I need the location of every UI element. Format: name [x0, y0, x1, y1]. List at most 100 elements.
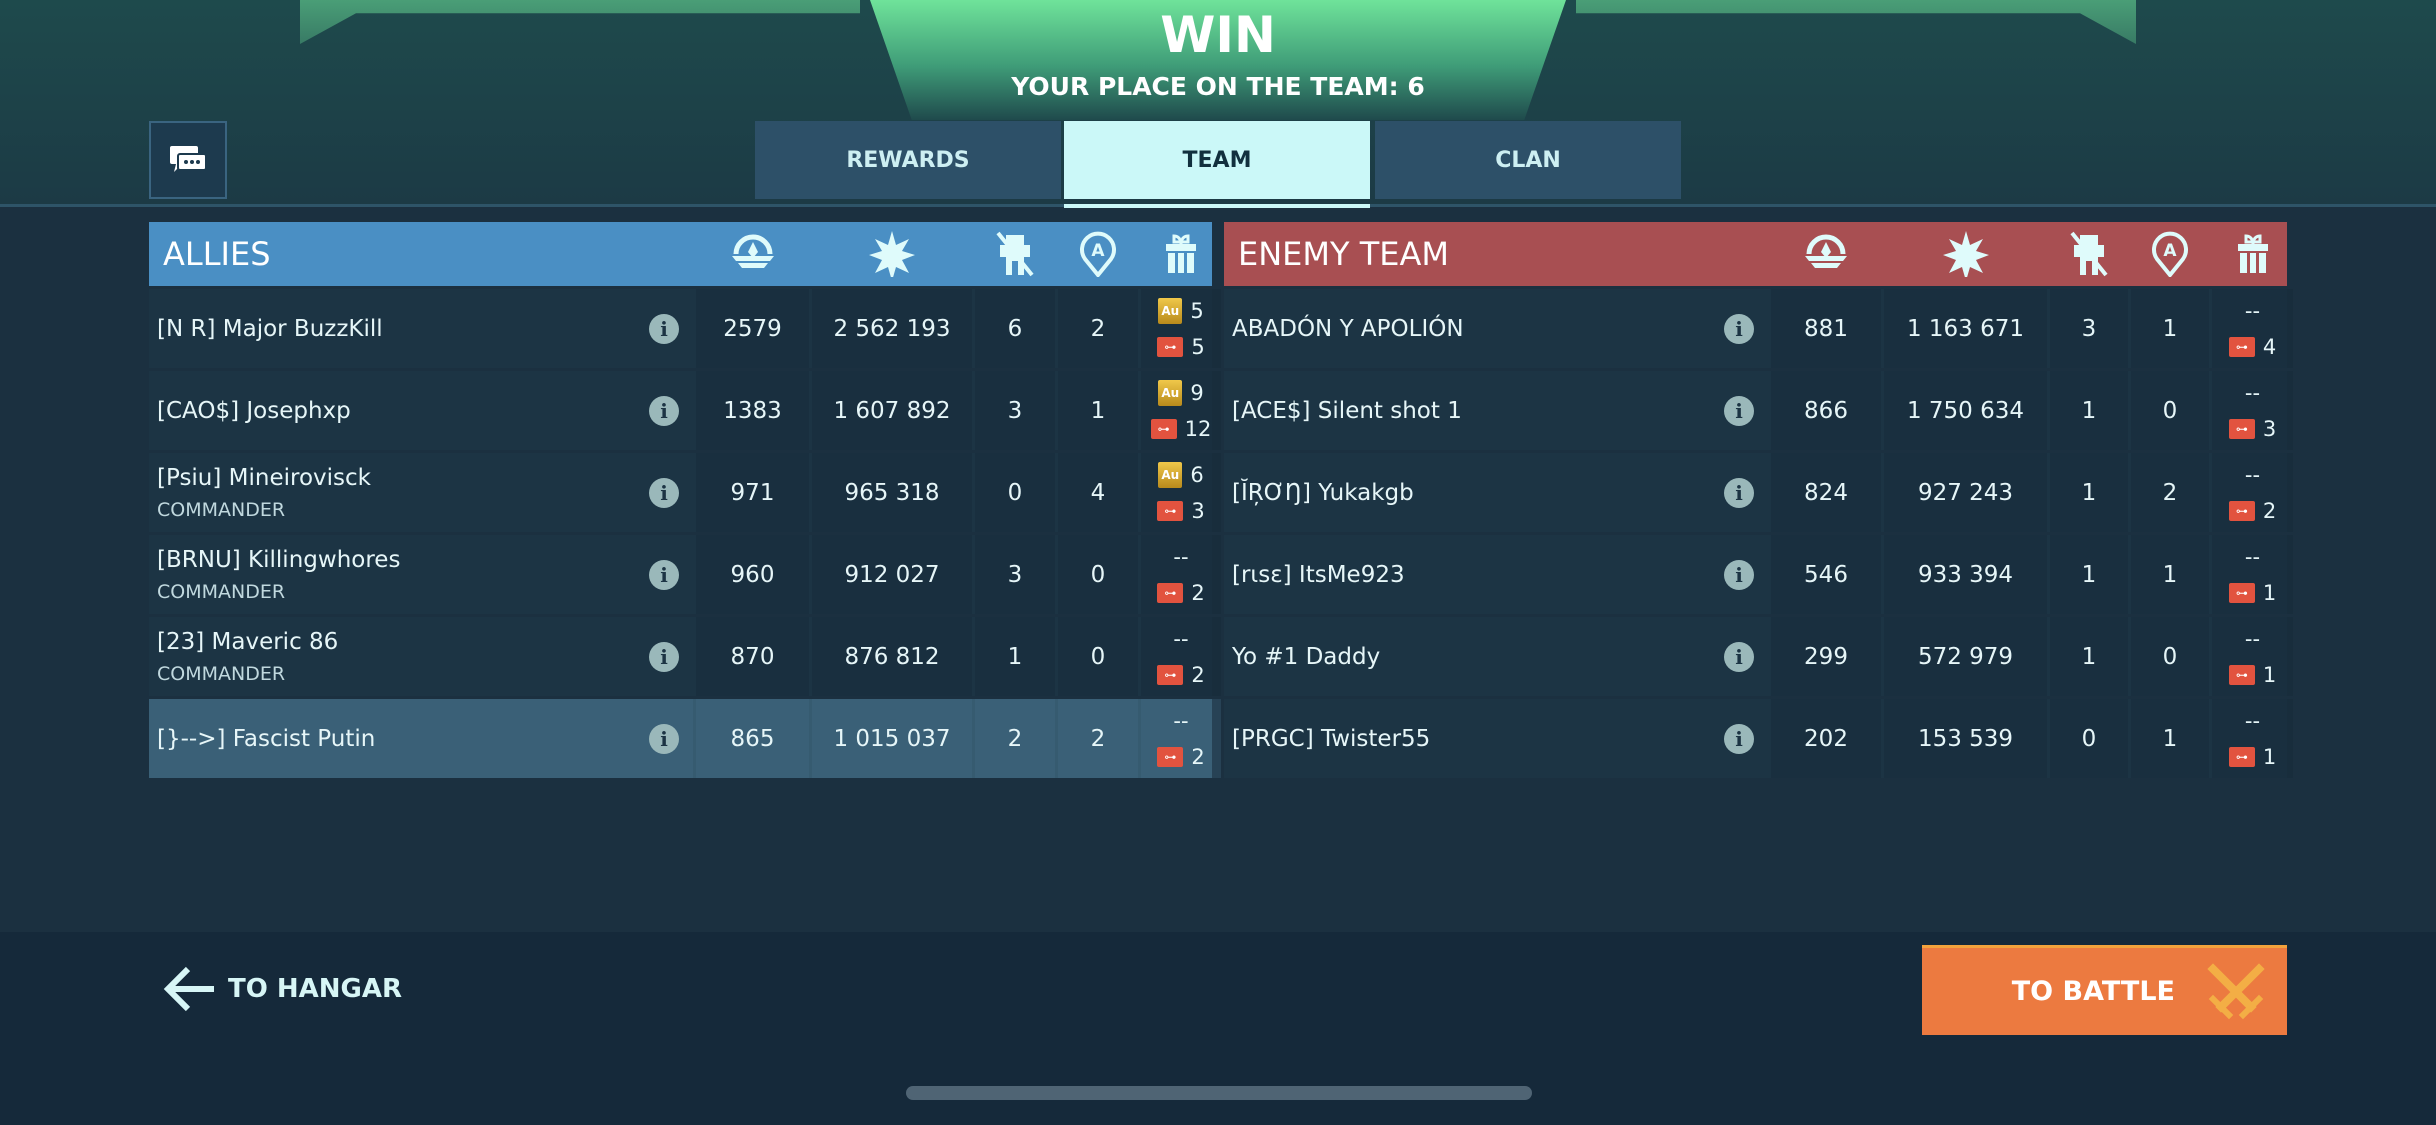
- kills-value: 3: [975, 535, 1055, 614]
- damage-value: 1 163 671: [1884, 289, 2047, 368]
- player-name-cell: [PRGC] Twister55 i: [1224, 699, 1768, 778]
- rewards-cell: -- ⊶ 4: [2212, 289, 2293, 368]
- info-icon[interactable]: i: [1724, 723, 1754, 754]
- player-name: [ĬŖƠŊ] Yukakgb: [1232, 479, 1414, 506]
- info-icon[interactable]: i: [649, 641, 679, 672]
- keys-value: 1: [2262, 744, 2277, 769]
- keys-value: 3: [1191, 498, 1205, 523]
- player-row[interactable]: [ĬŖƠŊ] Yukakgb i 824 927 243 1 2 -- ⊶ 2: [1224, 453, 2293, 532]
- captures-value: 0: [2131, 617, 2209, 696]
- captures-value: 2: [1058, 699, 1138, 778]
- kills-value: 6: [975, 289, 1055, 368]
- team-place: YOUR PLACE ON THE TEAM: 6: [1011, 72, 1425, 101]
- crossed-swords-icon: [2207, 962, 2265, 1019]
- player-name-cell: [rɩsɛ] ItsMe923 i: [1224, 535, 1768, 614]
- damage-value: 1 607 892: [812, 371, 972, 450]
- player-row[interactable]: [rɩsɛ] ItsMe923 i 546 933 394 1 1 -- ⊶ 1: [1224, 535, 2293, 614]
- enemy-title: ENEMY TEAM: [1238, 235, 1449, 273]
- info-icon[interactable]: i: [649, 477, 679, 508]
- gold-icon: Au: [1158, 461, 1183, 488]
- player-row[interactable]: [CAO$] Josephxp i 1383 1 607 892 3 1 Au 9…: [149, 371, 1221, 450]
- kills-value: 2: [975, 699, 1055, 778]
- player-row[interactable]: [ACE$] Silent shot 1 i 866 1 750 634 1 0…: [1224, 371, 2293, 450]
- player-row[interactable]: [N R] Major BuzzKill i 2579 2 562 193 6 …: [149, 289, 1221, 368]
- tab-clan[interactable]: CLAN: [1375, 121, 1681, 199]
- player-row[interactable]: [BRNU] Killingwhores COMMANDER i 960 912…: [149, 535, 1221, 614]
- rewards-cell: -- ⊶ 2: [1141, 617, 1221, 696]
- player-rank: COMMANDER: [157, 662, 286, 685]
- key-icon: ⊶: [1150, 418, 1177, 439]
- player-row[interactable]: ABADÓN Y APOLIÓN i 881 1 163 671 3 1 -- …: [1224, 289, 2293, 368]
- damage-column-icon: [1884, 231, 2047, 277]
- damage-value: 153 539: [1884, 699, 2047, 778]
- info-icon[interactable]: i: [1724, 477, 1754, 508]
- to-battle-button[interactable]: TO BATTLE: [1922, 945, 2287, 1035]
- gold-none: --: [1173, 708, 1189, 733]
- captures-value: 2: [1058, 289, 1138, 368]
- info-icon[interactable]: i: [1724, 313, 1754, 344]
- player-row[interactable]: [Psiu] Mineirovisck COMMANDER i 971 965 …: [149, 453, 1221, 532]
- player-name-cell: [ACE$] Silent shot 1 i: [1224, 371, 1768, 450]
- captures-value: 1: [2131, 289, 2209, 368]
- rating-value: 960: [696, 535, 809, 614]
- result-title: WIN: [1160, 6, 1276, 64]
- rewards-cell: -- ⊶ 2: [1141, 699, 1221, 778]
- damage-value: 927 243: [1884, 453, 2047, 532]
- rating-column-icon: [696, 234, 809, 274]
- keys-value: 12: [1184, 416, 1212, 441]
- svg-text:A: A: [2163, 241, 2177, 261]
- home-indicator[interactable]: [906, 1086, 1532, 1100]
- active-tab-indicator: [1064, 204, 1370, 208]
- gold-none: --: [2244, 298, 2261, 323]
- info-icon[interactable]: i: [649, 395, 679, 426]
- player-row-self[interactable]: [}-->] Fascist Putin i 865 1 015 037 2 2…: [149, 699, 1221, 778]
- player-name-cell: ABADÓN Y APOLIÓN i: [1224, 289, 1768, 368]
- rating-value: 202: [1771, 699, 1881, 778]
- key-icon: ⊶: [2228, 418, 2255, 439]
- rewards-cell: -- ⊶ 1: [2212, 535, 2293, 614]
- gold-none: --: [2244, 380, 2261, 405]
- info-icon[interactable]: i: [1724, 395, 1754, 426]
- player-name-cell: [23] Maveric 86 COMMANDER i: [149, 617, 693, 696]
- kills-value: 0: [975, 453, 1055, 532]
- info-icon[interactable]: i: [649, 559, 679, 590]
- kills-value: 1: [2050, 453, 2128, 532]
- keys-value: 2: [1191, 744, 1205, 769]
- player-row[interactable]: Yo #1 Daddy i 299 572 979 1 0 -- ⊶ 1: [1224, 617, 2293, 696]
- damage-value: 2 562 193: [812, 289, 972, 368]
- damage-value: 965 318: [812, 453, 972, 532]
- chat-button[interactable]: [149, 121, 227, 199]
- player-name-cell: [}-->] Fascist Putin i: [149, 699, 693, 778]
- info-icon[interactable]: i: [649, 723, 679, 754]
- allies-title: ALLIES: [163, 235, 271, 273]
- chat-icon: [170, 146, 207, 172]
- enemy-panel: ENEMY TEAM A ABADÓN Y APOLIÓN i 881 1 16…: [1224, 222, 2293, 778]
- captures-value: 1: [2131, 699, 2209, 778]
- to-hangar-button[interactable]: TO HANGAR: [162, 965, 402, 1013]
- key-icon: ⊶: [2228, 582, 2255, 603]
- gold-none: --: [1173, 626, 1189, 651]
- player-name: [23] Maveric 86: [157, 628, 339, 655]
- rewards-cell: Au 5 ⊶ 5: [1141, 289, 1221, 368]
- player-name: [BRNU] Killingwhores: [157, 546, 401, 573]
- info-icon[interactable]: i: [649, 313, 679, 344]
- key-icon: ⊶: [1157, 336, 1184, 357]
- keys-value: 2: [1191, 580, 1205, 605]
- info-icon[interactable]: i: [1724, 641, 1754, 672]
- gold-value: 5: [1190, 298, 1204, 323]
- player-name: [}-->] Fascist Putin: [157, 725, 376, 752]
- allies-panel: ALLIES A [N R] Major BuzzKill i 2579 2 5…: [149, 222, 1221, 778]
- reward-column-icon: [1141, 234, 1221, 274]
- gold-none: --: [2244, 708, 2261, 733]
- tab-team[interactable]: TEAM: [1064, 121, 1370, 199]
- gold-icon: Au: [1158, 379, 1183, 406]
- gold-none: --: [2244, 544, 2261, 569]
- player-row[interactable]: [PRGC] Twister55 i 202 153 539 0 1 -- ⊶ 1: [1224, 699, 2293, 778]
- player-row[interactable]: [23] Maveric 86 COMMANDER i 870 876 812 …: [149, 617, 1221, 696]
- gold-none: --: [1173, 544, 1189, 569]
- tab-rewards[interactable]: REWARDS: [755, 121, 1061, 199]
- info-icon[interactable]: i: [1724, 559, 1754, 590]
- keys-value: 1: [2262, 580, 2277, 605]
- kills-value: 1: [2050, 535, 2128, 614]
- player-name: [N R] Major BuzzKill: [157, 315, 383, 342]
